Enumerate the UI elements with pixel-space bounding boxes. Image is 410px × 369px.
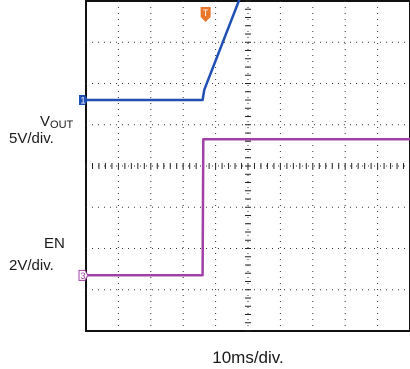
channel-marker-label: 3 [80, 271, 85, 281]
vout-label-sub: OUT [50, 119, 74, 131]
channel-markers: 1 3 T [78, 7, 211, 281]
channel-marker-label: 1 [80, 96, 85, 106]
grid [85, 0, 410, 332]
trigger-marker-label: T [203, 8, 209, 18]
en-scale-label: 2V/div. [9, 257, 54, 274]
channel-1-marker: 1 [79, 95, 88, 106]
vout-trace [86, 0, 241, 102]
channel-3-marker: 3 [78, 269, 89, 281]
traces [86, 0, 410, 277]
en-trace [86, 137, 410, 277]
trigger-marker: T [200, 7, 211, 22]
vout-label: VOUT [40, 113, 74, 131]
vout-label-main: V [40, 113, 50, 130]
x-axis-label: 10ms/div. [212, 348, 284, 367]
en-label: EN [44, 235, 65, 252]
vout-scale-label: 5V/div. [9, 130, 54, 147]
